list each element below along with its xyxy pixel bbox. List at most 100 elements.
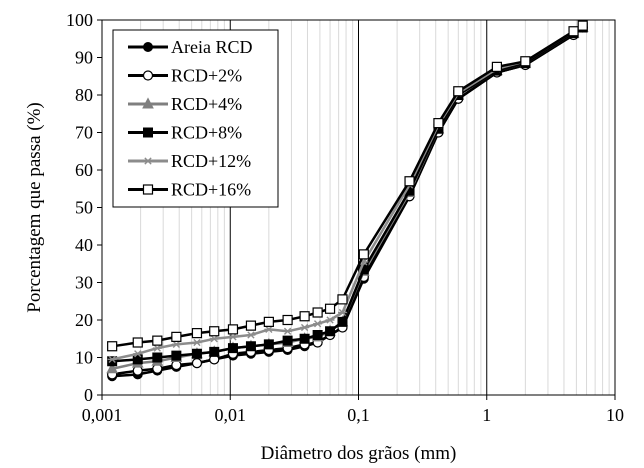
y-tick-label: 20 [75, 310, 93, 330]
data-point [245, 320, 257, 331]
y-tick-label: 100 [66, 10, 93, 30]
y-tick-label: 40 [75, 235, 93, 255]
y-tick-label: 10 [75, 348, 93, 368]
data-point [209, 326, 220, 337]
data-point [171, 350, 182, 361]
legend-marker [143, 127, 153, 138]
data-point [152, 335, 163, 346]
data-point [191, 358, 203, 369]
plot-frame [101, 19, 616, 396]
y-tick-label: 70 [75, 123, 93, 143]
x-axis: 0,001 0,01 0,1 1 10 [82, 395, 624, 425]
data-point [312, 330, 323, 340]
asterisk-stroke [229, 333, 237, 341]
series-line [112, 24, 584, 348]
data-point [491, 61, 503, 72]
asterisk-stroke [247, 331, 255, 339]
data-point [263, 316, 274, 327]
data-point [300, 323, 310, 332]
data-point [107, 355, 117, 364]
x-axis-label: Diâmetro dos grãos (mm) [261, 443, 457, 464]
data-point [228, 333, 238, 341]
data-point [404, 176, 415, 187]
asterisk-stroke [326, 316, 334, 324]
data-point [313, 320, 323, 328]
data-point [325, 326, 336, 337]
legend-marker [142, 184, 154, 195]
legend-box [112, 29, 279, 208]
asterisk-stroke [153, 344, 161, 352]
data-point [282, 335, 293, 346]
legend-item: Areia RCD [128, 37, 252, 57]
legend-item: RCD+2% [128, 66, 242, 86]
data-point [453, 86, 464, 97]
asterisk-stroke [360, 258, 368, 266]
x-tick-label: 10 [606, 405, 624, 425]
data-point [299, 311, 310, 322]
legend-label: RCD+2% [171, 66, 242, 86]
data-point [107, 341, 118, 352]
legend: Areia RCD RCD+2% RCD+4% RCD+8% RCD+12% RCD+16… [112, 29, 279, 208]
data-point [227, 324, 239, 335]
x-tick-label: 0,001 [82, 405, 123, 425]
data-point [192, 338, 202, 347]
asterisk-stroke [193, 338, 201, 347]
data-point [132, 337, 143, 348]
data-point [209, 346, 220, 357]
data-point [133, 350, 143, 358]
legend-label: RCD+16% [171, 180, 251, 200]
y-axis: 0 10 20 30 40 50 60 70 80 90 100 [66, 10, 102, 405]
data-point [282, 314, 293, 326]
data-point [246, 331, 256, 339]
data-point [312, 307, 323, 318]
asterisk-stroke [300, 323, 309, 332]
data-point [520, 56, 531, 67]
legend-marker [143, 42, 153, 52]
series-layer [106, 20, 589, 382]
series-line [112, 26, 584, 363]
data-point [263, 339, 274, 350]
data-point [337, 308, 347, 317]
data-point [299, 333, 310, 344]
asterisk-stroke [313, 320, 322, 328]
x-tick-label: 0,01 [215, 405, 247, 425]
data-point [209, 335, 219, 343]
legend-marker [143, 157, 153, 165]
data-point [283, 327, 293, 335]
data-point [227, 343, 238, 354]
asterisk-stroke [144, 157, 152, 165]
data-point [358, 249, 369, 260]
y-tick-label: 60 [75, 160, 93, 180]
legend-marker [142, 70, 154, 81]
y-axis-label: Porcentagem que passa (%) [24, 102, 45, 313]
y-tick-label: 80 [75, 85, 93, 105]
y-tick-label: 0 [84, 385, 93, 405]
legend-item: RCD+12% [128, 151, 251, 171]
x-tick-label: 0,1 [347, 405, 370, 425]
data-point [264, 325, 274, 334]
asterisk-stroke [338, 308, 347, 317]
legend-label: RCD+4% [171, 94, 242, 114]
asterisk-stroke [108, 355, 116, 364]
legend-label: RCD+8% [171, 123, 242, 143]
legend-item: RCD+16% [128, 180, 251, 200]
legend-label: RCD+12% [171, 151, 251, 171]
asterisk-stroke [265, 325, 273, 334]
asterisk-stroke [210, 335, 218, 343]
data-point [191, 348, 202, 359]
data-point [152, 344, 162, 352]
series-line [112, 26, 584, 376]
legend-item: RCD+8% [128, 123, 242, 143]
data-point [106, 362, 118, 374]
data-point [324, 303, 336, 314]
data-point [568, 26, 579, 37]
y-tick-label: 50 [75, 198, 93, 218]
asterisk-stroke [283, 327, 292, 335]
y-tick-label: 90 [75, 48, 93, 68]
legend-marker [142, 97, 154, 109]
data-point [152, 352, 163, 363]
y-tick-label: 30 [75, 273, 93, 293]
data-point [433, 118, 444, 129]
asterisk-stroke [172, 340, 181, 349]
